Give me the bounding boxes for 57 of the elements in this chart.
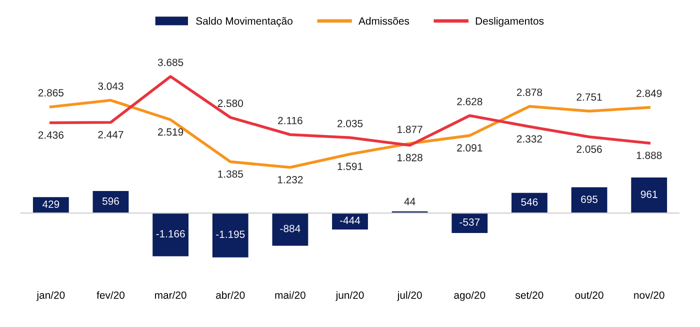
bar: [512, 192, 548, 214]
data-label: -1.195: [216, 230, 245, 238]
bar: [272, 213, 308, 246]
legend-label: Desligamentos: [476, 17, 544, 27]
x-tick-label: mai/20: [275, 291, 306, 299]
data-label: 2.628: [457, 98, 482, 106]
x-tick-label: jun/20: [336, 291, 364, 301]
data-label: 2.580: [218, 100, 243, 108]
x-tick-label: jan/20: [36, 291, 65, 301]
data-label: 1.591: [338, 162, 363, 170]
bar: [571, 187, 608, 214]
data-label: 2.878: [516, 88, 542, 96]
data-label: 2.447: [98, 130, 124, 138]
data-label: -444: [340, 216, 360, 224]
data-label: 3.685: [158, 58, 184, 66]
bar: [92, 190, 129, 214]
bar: [452, 213, 488, 233]
bar: [32, 197, 69, 214]
data-label: 3.043: [98, 82, 124, 90]
bar: [332, 213, 368, 230]
x-tick-label: nov/20: [634, 291, 664, 299]
data-label: 596: [102, 197, 119, 205]
data-label: 1.888: [636, 152, 662, 160]
x-tick-label: jul/20: [397, 291, 422, 301]
x-tick-label: fev/20: [96, 291, 125, 299]
x-tick-label: abr/20: [216, 291, 245, 299]
data-label: 2.751: [576, 93, 602, 101]
data-label: 429: [42, 200, 60, 208]
x-tick-label: out/20: [575, 291, 604, 299]
legend-label: Admissões: [358, 17, 410, 25]
data-label: 2.091: [457, 144, 482, 152]
data-label: -1.166: [156, 230, 185, 238]
x-tick-label: set/20: [516, 291, 544, 299]
legend-label: Saldo Movimentação: [196, 17, 292, 27]
data-label: -884: [280, 224, 300, 232]
data-label: 1.877: [398, 126, 422, 134]
bar: [631, 177, 668, 214]
data-label: 2.056: [576, 145, 602, 153]
data-label: 2.849: [636, 90, 662, 98]
data-label: 1.828: [398, 154, 422, 162]
data-label: 546: [521, 198, 538, 206]
data-label: 44: [404, 198, 416, 206]
bar: [152, 213, 188, 256]
data-label: 2.116: [278, 116, 302, 124]
data-label: 2.865: [38, 89, 64, 96]
data-label: 961: [640, 190, 658, 198]
data-label: 1.232: [278, 176, 303, 184]
data-label: 2.332: [516, 135, 542, 143]
data-label: 2.035: [337, 120, 363, 128]
data-label: -537: [460, 218, 480, 226]
data-label: 695: [581, 196, 598, 203]
data-label: 2.436: [38, 131, 64, 139]
x-tick-label: ago/20: [454, 291, 486, 301]
bar: [212, 213, 248, 258]
data-label: 2.519: [158, 128, 184, 136]
x-tick-label: mar/20: [155, 291, 186, 299]
data-label: 1.385: [218, 170, 243, 178]
